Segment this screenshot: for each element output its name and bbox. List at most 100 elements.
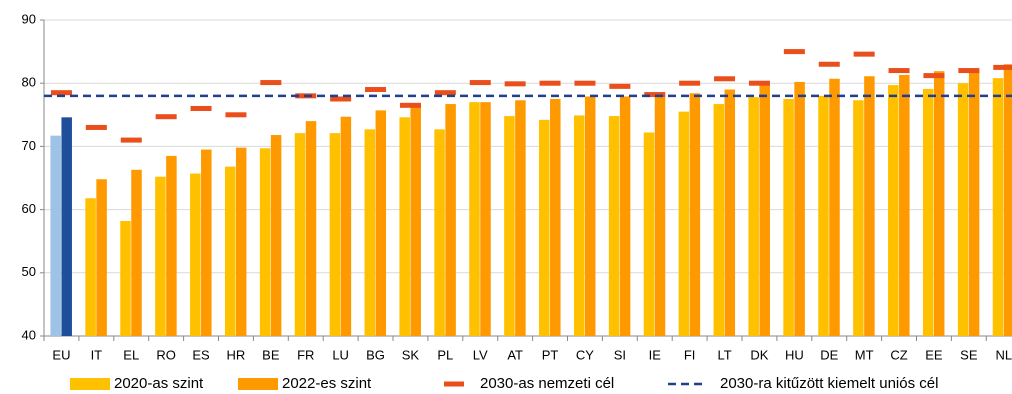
x-tick-label: SK (402, 347, 420, 362)
target-dash (714, 76, 736, 82)
x-tick-label: NL (995, 347, 1012, 362)
bar (748, 97, 759, 336)
bar (235, 147, 247, 336)
bar (364, 129, 376, 336)
bar (294, 133, 306, 336)
x-tick-label: IT (91, 347, 103, 362)
bar (888, 85, 899, 336)
x-tick-label: HU (785, 347, 804, 362)
bar (1003, 64, 1012, 337)
target-dash (260, 80, 282, 86)
bar (469, 102, 480, 336)
x-tick-label: AT (507, 347, 523, 362)
target-dash (818, 61, 840, 67)
bar (480, 102, 491, 336)
target-dash (399, 102, 421, 108)
bar (933, 71, 945, 336)
y-tick-label: 50 (22, 264, 36, 279)
y-tick-label: 90 (22, 11, 36, 26)
target-dash (853, 51, 875, 57)
bar (643, 132, 655, 336)
y-tick-label: 70 (22, 138, 36, 153)
bar (305, 121, 317, 337)
y-tick-label: 60 (22, 201, 36, 216)
x-tick-label: LU (332, 347, 349, 362)
bar (654, 94, 666, 337)
bar (794, 81, 805, 336)
target-dash (50, 90, 72, 96)
x-tick-label: PT (542, 347, 559, 362)
bar (724, 89, 736, 337)
target-dash (469, 80, 491, 86)
x-tick-label: HR (227, 347, 246, 362)
bar (96, 179, 107, 336)
bar (224, 166, 236, 336)
bar (678, 111, 690, 336)
target-dash (888, 68, 910, 74)
bar (619, 96, 631, 336)
bar (375, 110, 387, 336)
target-dash (783, 49, 805, 55)
x-tick-label: EE (925, 347, 943, 362)
bar (573, 115, 585, 336)
target-dash (609, 83, 631, 89)
bar (922, 88, 934, 336)
target-dash (679, 80, 701, 86)
x-tick-label: BE (262, 347, 280, 362)
x-tick-label: FR (297, 347, 314, 362)
target-dash (225, 112, 247, 118)
bar (50, 135, 61, 336)
target-dash (748, 80, 770, 86)
legend-swatch (70, 378, 110, 390)
target-dash (574, 80, 596, 86)
bar (539, 119, 550, 336)
x-tick-label: DK (750, 347, 768, 362)
target-dash (958, 68, 980, 74)
x-tick-label: LT (717, 347, 731, 362)
bar (853, 100, 864, 336)
x-tick-label: BG (366, 347, 385, 362)
x-tick-label: MT (855, 347, 874, 362)
target-dash (155, 114, 177, 120)
target-dash (644, 92, 666, 98)
bar (818, 95, 829, 336)
x-tick-label: PL (437, 347, 453, 362)
bar (410, 104, 421, 336)
bar (608, 116, 620, 337)
x-tick-label: FI (684, 347, 696, 362)
target-dash (190, 105, 212, 111)
y-tick-label: 40 (22, 327, 36, 342)
bar (957, 83, 969, 336)
bar (515, 100, 526, 336)
legend-label: 2022-es szint (282, 375, 372, 392)
legend-label: 2030-as nemzeti cél (480, 375, 614, 392)
bar (85, 198, 96, 336)
x-tick-label: CY (576, 347, 594, 362)
bar (155, 176, 166, 336)
x-tick-label: EU (52, 347, 70, 362)
bar (689, 93, 701, 336)
bar (259, 148, 271, 336)
bar (201, 149, 212, 336)
legend-swatch (238, 378, 278, 390)
bar (968, 69, 980, 337)
bar (713, 104, 725, 336)
bar (783, 99, 794, 336)
bar (399, 117, 410, 336)
bar (131, 169, 142, 336)
bar (899, 74, 910, 336)
bar (120, 220, 131, 336)
bar (340, 116, 352, 336)
target-dash (120, 137, 142, 143)
bar (166, 155, 177, 336)
bar (829, 78, 840, 336)
y-tick-label: 80 (22, 75, 36, 90)
x-tick-label: EL (123, 347, 139, 362)
bar (329, 133, 341, 336)
target-dash (434, 90, 456, 96)
bar (759, 83, 770, 336)
bar (270, 135, 282, 336)
bar (61, 117, 72, 336)
bar (992, 78, 1004, 337)
